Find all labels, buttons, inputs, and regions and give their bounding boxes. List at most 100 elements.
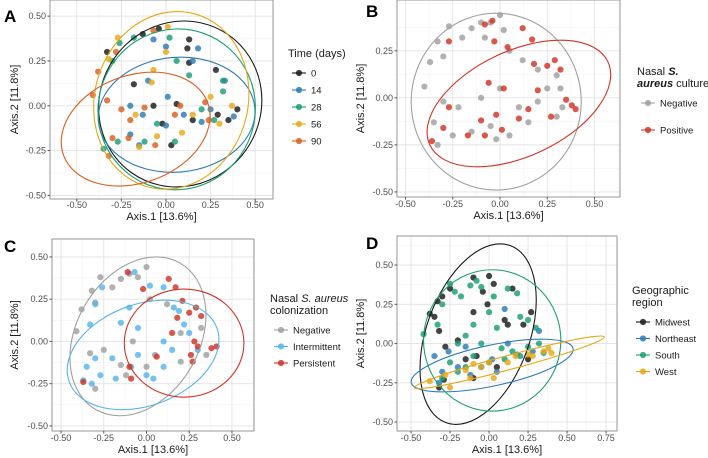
data-point-14 <box>194 45 202 52</box>
data-point-positive <box>572 106 579 113</box>
data-point-intermittent <box>169 346 176 353</box>
panel-label: B <box>366 2 378 21</box>
data-point-positive <box>477 117 485 124</box>
data-point-positive <box>445 38 453 45</box>
confidence-ellipse-negative <box>69 256 207 417</box>
data-point-midwest <box>484 301 491 308</box>
data-point-south <box>517 353 524 360</box>
data-point-56 <box>178 129 186 136</box>
data-point-south <box>504 285 511 292</box>
y-tick-label: 0.25 <box>30 294 48 304</box>
legend-label: Persistent <box>293 358 336 369</box>
data-point-28 <box>219 77 227 84</box>
data-point-positive <box>530 60 538 68</box>
legend-title-segment: S. aureus <box>301 293 349 305</box>
data-point-14 <box>150 36 157 43</box>
plot-marks <box>66 256 245 417</box>
data-point-south <box>485 309 493 316</box>
plot-marks <box>410 11 612 191</box>
legend-key-point <box>639 318 647 326</box>
plot-background <box>397 236 617 431</box>
data-point-midwest <box>524 356 532 363</box>
x-tick-label: 0.50 <box>558 433 576 443</box>
y-tick-label: 0.25 <box>28 56 46 66</box>
y-tick-label: -0.50 <box>27 421 48 431</box>
data-point-positive <box>563 96 570 103</box>
data-point-midwest <box>462 356 469 363</box>
data-point-intermittent <box>97 372 104 379</box>
data-point-negative <box>134 274 142 281</box>
data-point-negative <box>97 274 104 281</box>
data-point-negative <box>544 85 551 92</box>
data-point-negative <box>445 23 453 30</box>
data-point-south <box>514 290 521 297</box>
legend-item-positive: Positive <box>641 125 693 136</box>
data-point-midwest <box>501 316 508 324</box>
y-tick-label: 0.00 <box>375 339 393 349</box>
data-point-90 <box>103 97 111 104</box>
plot-border <box>49 0 274 200</box>
data-point-0 <box>234 106 241 113</box>
confidence-ellipse-west <box>413 335 605 390</box>
data-point-negative <box>177 358 184 365</box>
x-axis-title: Axis.1 [13.6%] <box>473 210 543 222</box>
data-point-intermittent <box>143 372 150 379</box>
y-tick-label: -0.50 <box>25 190 46 200</box>
data-point-negative <box>449 132 456 139</box>
data-point-negative <box>203 351 210 359</box>
data-point-negative <box>525 119 532 126</box>
data-point-west <box>462 367 469 374</box>
data-point-negative <box>440 53 447 60</box>
data-point-negative <box>515 104 522 111</box>
data-point-south <box>470 353 477 360</box>
legend-item-14: 14 <box>292 85 322 96</box>
data-point-positive <box>445 104 453 111</box>
data-point-south <box>446 359 454 366</box>
legend-title: Nasal S. <box>637 66 679 78</box>
plot-border <box>396 0 621 198</box>
data-point-midwest <box>436 327 443 335</box>
data-point-negative <box>129 338 136 345</box>
data-point-56 <box>228 102 236 109</box>
data-point-intermittent <box>83 363 90 370</box>
legend-title-segment: S. <box>668 66 678 78</box>
y-axis-title: Axis.2 [11.8%] <box>355 64 367 134</box>
legend-label: Midwest <box>655 317 690 328</box>
x-axis-title: Axis.1 [13.6%] <box>118 444 188 456</box>
y-tick-label: -0.25 <box>372 140 393 150</box>
confidence-ellipse-south <box>422 269 562 412</box>
data-point-56 <box>114 34 121 41</box>
x-tick-label: -0.50 <box>51 433 72 443</box>
data-point-negative <box>440 98 447 105</box>
data-point-negative <box>434 141 441 148</box>
data-point-negative <box>519 57 526 64</box>
plot-background <box>50 0 273 199</box>
data-point-northeast <box>445 348 452 355</box>
data-point-midwest <box>490 280 497 287</box>
legend-key-point <box>639 351 647 359</box>
data-point-0 <box>184 45 191 52</box>
y-tick-label: 0.00 <box>30 336 48 346</box>
confidence-ellipse-negative <box>410 12 582 191</box>
data-point-intermittent <box>160 284 167 291</box>
y-tick-label: 0.00 <box>375 93 393 103</box>
data-point-28 <box>114 138 121 145</box>
data-point-south <box>478 283 485 291</box>
data-point-negative <box>109 284 116 291</box>
data-point-negative <box>117 361 124 369</box>
data-point-56 <box>153 133 161 140</box>
data-point-west <box>446 384 454 391</box>
data-point-persistent <box>128 375 135 382</box>
legend-title-segment: Nasal <box>637 66 668 78</box>
data-point-negative <box>426 58 434 66</box>
data-point-south <box>470 321 477 328</box>
data-point-90 <box>112 48 120 56</box>
data-point-positive <box>504 43 511 51</box>
data-point-56 <box>189 111 196 118</box>
data-point-south <box>434 321 441 328</box>
x-tick-label: 0.75 <box>597 433 615 443</box>
y-axis-title: Axis.2 [11.8%] <box>355 299 367 369</box>
data-point-northeast <box>462 343 469 350</box>
data-point-intermittent <box>186 329 193 337</box>
data-point-negative <box>430 119 437 126</box>
